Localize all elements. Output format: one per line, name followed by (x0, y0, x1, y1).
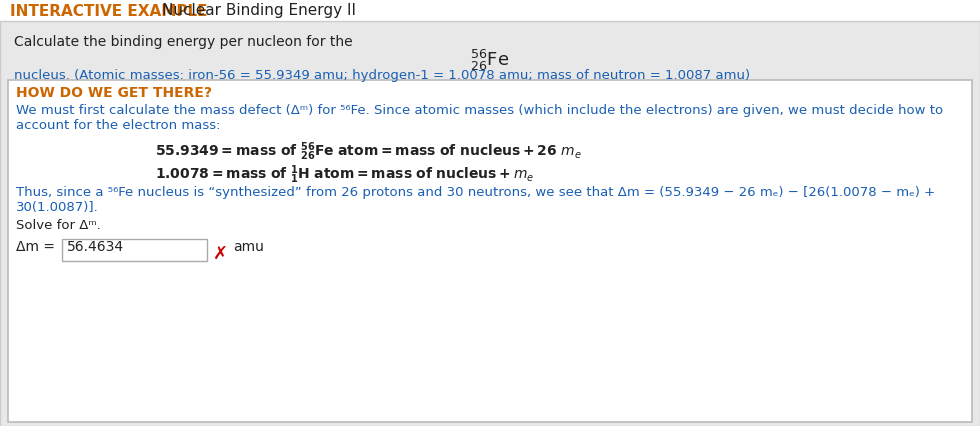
Text: Nuclear Binding Energy II: Nuclear Binding Energy II (162, 3, 356, 18)
Text: ✗: ✗ (213, 245, 228, 263)
Text: HOW DO WE GET THERE?: HOW DO WE GET THERE? (16, 86, 212, 100)
Bar (0, 0, 980, 21)
Text: $\bf{55.9349 = mass\ of\ ^{56}_{26}Fe\ atom = mass\ of\ nucleus + 26\ }$$\mathit: $\bf{55.9349 = mass\ of\ ^{56}_{26}Fe\ a… (155, 140, 582, 163)
Text: nucleus. (Atomic masses: iron-56 = 55.9349 amu; hydrogen-1 = 1.0078 amu; mass of: nucleus. (Atomic masses: iron-56 = 55.93… (14, 69, 750, 82)
Text: $\mathregular{^{56}_{26}}$Fe: $\mathregular{^{56}_{26}}$Fe (470, 48, 510, 73)
Bar (62, 239, 207, 261)
Bar (8, 80, 972, 422)
Text: Δm =: Δm = (16, 240, 60, 254)
Text: Thus, since a ⁵⁶Fe nucleus is “synthesized” from 26 protons and 30 neutrons, we : Thus, since a ⁵⁶Fe nucleus is “synthesiz… (16, 186, 935, 199)
Text: INTERACTIVE EXAMPLE: INTERACTIVE EXAMPLE (10, 3, 208, 18)
Text: 30(1.0087)].: 30(1.0087)]. (16, 201, 99, 214)
Text: Solve for Δᵐ.: Solve for Δᵐ. (16, 219, 101, 232)
Text: $\bf{1.0078 = mass\ of\ ^{1}_{1}H\ atom = mass\ of\ nucleus + }$$\mathit{m_e}$: $\bf{1.0078 = mass\ of\ ^{1}_{1}H\ atom … (155, 163, 534, 186)
Text: We must first calculate the mass defect (Δᵐ) for ⁵⁶Fe. Since atomic masses (whic: We must first calculate the mass defect … (16, 104, 943, 117)
Text: account for the electron mass:: account for the electron mass: (16, 119, 221, 132)
Text: Calculate the binding energy per nucleon for the: Calculate the binding energy per nucleon… (14, 35, 353, 49)
Text: 56.4634: 56.4634 (67, 240, 124, 254)
Text: amu: amu (233, 240, 264, 254)
